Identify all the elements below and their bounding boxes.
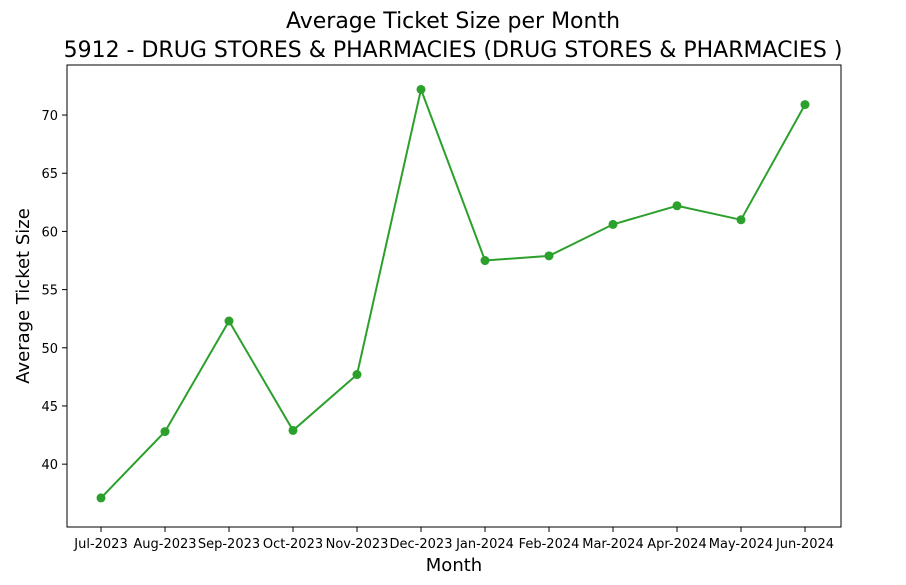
y-axis-label: Average Ticket Size xyxy=(13,208,34,384)
x-tick-label: Dec-2023 xyxy=(390,537,453,552)
y-tick-label: 40 xyxy=(41,458,58,473)
data-point xyxy=(544,251,554,261)
x-tick-label: Jul-2023 xyxy=(73,537,127,552)
data-point xyxy=(224,316,234,326)
data-point xyxy=(480,256,490,266)
y-tick-label: 70 xyxy=(41,109,58,124)
data-point xyxy=(672,201,682,211)
data-point xyxy=(288,425,298,435)
data-point xyxy=(352,370,362,380)
x-axis-label: Month xyxy=(426,555,482,576)
x-axis: Jul-2023 Aug-2023 Sep-2023 Oct-2023 Nov-2023… xyxy=(73,527,834,552)
data-point xyxy=(800,100,810,110)
data-point xyxy=(608,219,618,229)
chart-subtitle: 5912 - DRUG STORES & PHARMACIES (DRUG ST… xyxy=(64,38,843,63)
x-tick-label: Sep-2023 xyxy=(198,537,260,552)
data-point xyxy=(736,215,746,225)
x-tick-label: May-2024 xyxy=(709,537,773,552)
x-tick-label: Jun-2024 xyxy=(775,537,834,552)
series-group xyxy=(96,84,810,503)
y-tick-label: 65 xyxy=(41,167,58,182)
series-line xyxy=(100,85,806,499)
x-tick-label: Feb-2024 xyxy=(519,537,580,552)
x-tick-label: Aug-2023 xyxy=(133,537,196,552)
x-tick-label: Nov-2023 xyxy=(326,537,389,552)
plot-area-frame xyxy=(66,64,842,528)
y-tick-label: 55 xyxy=(41,284,58,299)
x-tick-label: Apr-2024 xyxy=(647,537,706,552)
chart-title: Average Ticket Size per Month xyxy=(286,9,620,34)
data-point xyxy=(160,427,170,437)
x-tick-label: Oct-2023 xyxy=(263,537,323,552)
x-tick-label: Jan-2024 xyxy=(455,537,514,552)
data-point xyxy=(96,493,106,503)
y-tick-label: 60 xyxy=(41,225,58,240)
data-point xyxy=(416,84,426,94)
y-axis: 40 45 50 55 60 65 70 xyxy=(41,109,67,473)
y-tick-label: 45 xyxy=(41,400,58,415)
x-tick-label: Mar-2024 xyxy=(582,537,643,552)
y-tick-label: 50 xyxy=(41,342,58,357)
